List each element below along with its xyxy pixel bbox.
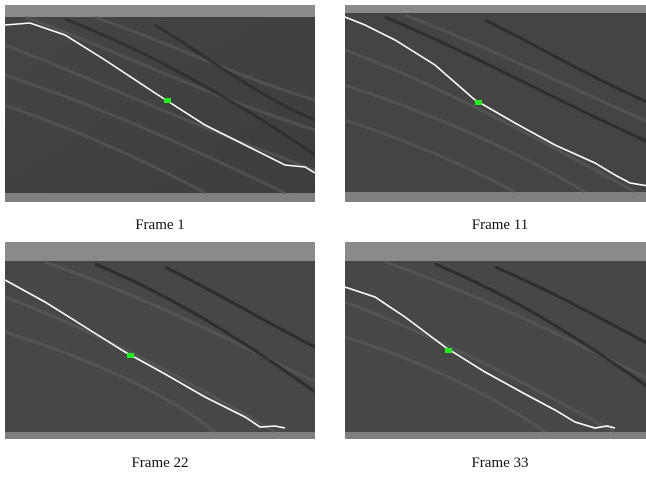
marker <box>445 348 452 353</box>
marker <box>127 353 134 358</box>
bottom-band <box>345 432 646 439</box>
frame-22-caption: Frame 22 <box>131 455 189 471</box>
bottom-band <box>5 432 315 439</box>
frame-11-caption: Frame 11 <box>471 217 529 233</box>
frame-22-image <box>5 242 315 439</box>
top-band <box>5 5 315 17</box>
frame-22-panel: Frame 22 <box>5 242 315 477</box>
top-band <box>345 5 646 13</box>
bottom-band <box>5 193 315 202</box>
marker <box>475 100 482 105</box>
contour-line <box>5 279 286 429</box>
frame-11-panel: Frame 11 <box>345 5 646 237</box>
frame-33-caption: Frame 33 <box>471 455 529 471</box>
top-band <box>5 242 315 261</box>
marker <box>164 98 171 103</box>
frame-1-caption: Frame 1 <box>135 217 185 233</box>
frame-1-image <box>5 5 315 202</box>
bottom-band <box>345 192 646 202</box>
contour-line <box>5 22 315 174</box>
top-band <box>345 242 646 261</box>
contour-line <box>345 286 616 429</box>
contour-line <box>345 16 646 187</box>
frame-33-panel: Frame 33 <box>345 242 646 477</box>
frame-1-panel: Frame 1 <box>5 5 315 237</box>
frame-11-image <box>345 5 646 202</box>
frame-33-image <box>345 242 646 439</box>
